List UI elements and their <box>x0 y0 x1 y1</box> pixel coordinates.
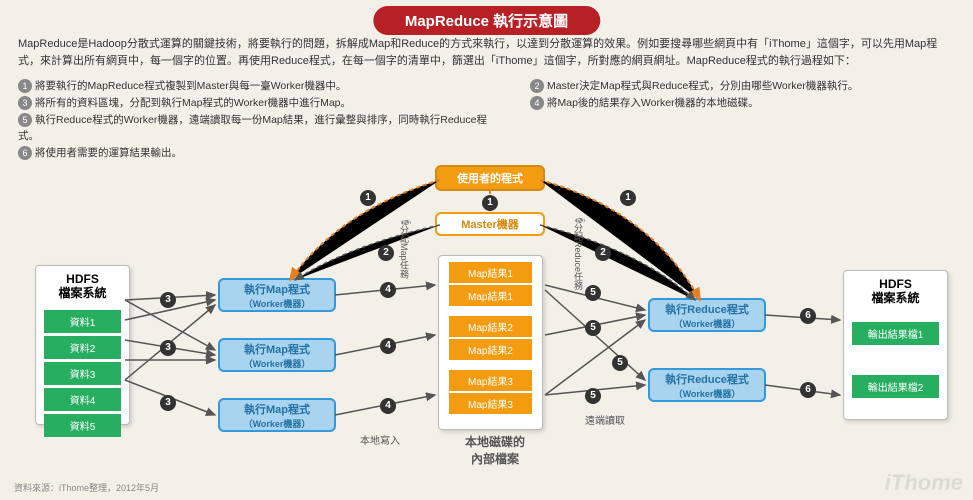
steps-left: 1將要執行的MapReduce程式複製到Master與每一臺Worker機器中。… <box>18 78 488 162</box>
master-box: Master機器 <box>435 212 545 236</box>
map-worker-2: 執行Map程式（Worker機器） <box>218 338 336 372</box>
badge-3c: 3 <box>160 395 176 411</box>
local-disk-panel: Map結果1Map結果1 Map結果2Map結果2 Map結果3Map結果3 <box>438 255 543 430</box>
source-footer: 資料來源：iThome整理，2012年5月 <box>14 481 159 494</box>
badge-1a: 1 <box>482 195 498 211</box>
badge-3b: 3 <box>160 340 176 356</box>
watermark: iThome <box>885 470 963 496</box>
map-worker-3: 執行Map程式（Worker機器） <box>218 398 336 432</box>
reduce-worker-2: 執行Reduce程式（Worker機器） <box>648 368 766 402</box>
assign-map-label: 2分配Map任務 <box>398 220 413 279</box>
badge-5a: 5 <box>585 285 601 301</box>
reduce-worker-1: 執行Reduce程式（Worker機器） <box>648 298 766 332</box>
badge-3a: 3 <box>160 292 176 308</box>
map-worker-1: 執行Map程式（Worker機器） <box>218 278 336 312</box>
hdfs-output-panel: HDFS 檔案系統 輸出結果檔1 輸出結果檔2 <box>843 270 948 420</box>
badge-1b: 1 <box>360 190 376 206</box>
badge-4b: 4 <box>380 338 396 354</box>
badge-2a: 2 <box>378 245 394 261</box>
badge-5c: 5 <box>612 355 628 371</box>
badge-1c: 1 <box>620 190 636 206</box>
assign-reduce-label: 2分配Reduce任務 <box>572 218 587 290</box>
steps-right: 2Master決定Map程式與Reduce程式，分別由哪些Worker機器執行。… <box>530 78 960 112</box>
intro-text: MapReduce是Hadoop分散式運算的關鍵技術，將要執行的問題，拆解成Ma… <box>18 36 958 69</box>
badge-4c: 4 <box>380 398 396 414</box>
badge-6b: 6 <box>800 382 816 398</box>
diagram-title: MapReduce 執行示意圖 <box>373 6 600 35</box>
user-program-box: 使用者的程式 <box>435 165 545 191</box>
badge-5d: 5 <box>585 388 601 404</box>
badge-4a: 4 <box>380 282 396 298</box>
badge-5b: 5 <box>585 320 601 336</box>
hdfs-input-panel: HDFS 檔案系統 資料1資料2 資料3資料4 資料5 <box>35 265 130 425</box>
remote-read-label: 遠端讀取 <box>585 412 625 427</box>
disk-title: 本地磁碟的 內部檔案 <box>450 433 540 467</box>
badge-6a: 6 <box>800 308 816 324</box>
local-write-label: 本地寫入 <box>360 432 400 447</box>
badge-2b: 2 <box>595 245 611 261</box>
